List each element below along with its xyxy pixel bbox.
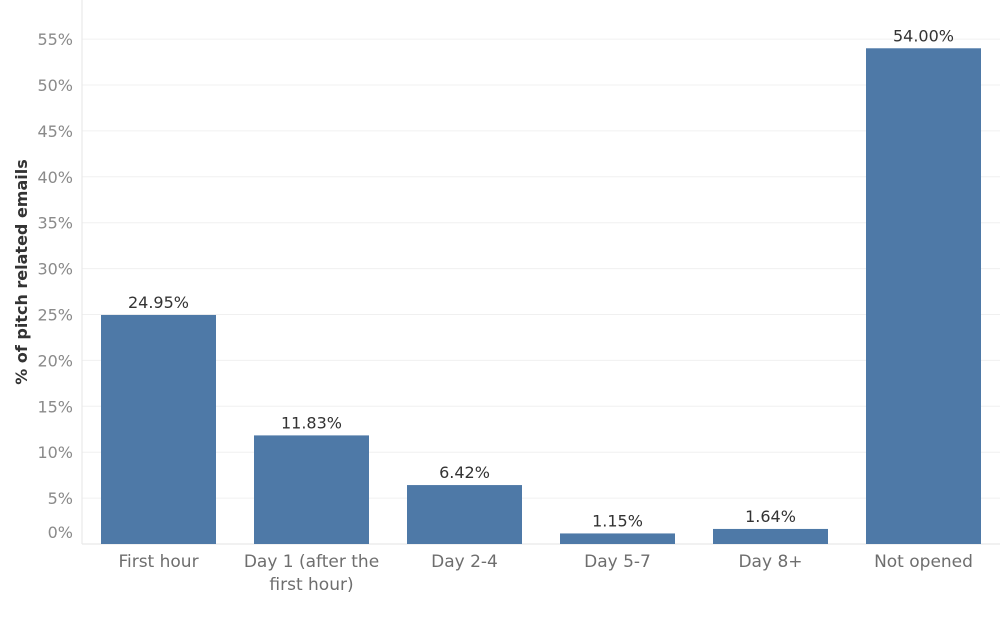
y-tick-label: 45% xyxy=(37,122,73,141)
x-category-label: Day 1 (after the first hour) xyxy=(244,552,379,595)
data-label: 11.83% xyxy=(281,413,342,432)
y-tick-label: 5% xyxy=(48,489,73,508)
bar xyxy=(713,528,828,544)
bar xyxy=(254,435,369,544)
y-axis: 0% 5% 10% 15% 20% 25% 30% 35% 40% 45% 50% 55% xyxy=(37,0,83,544)
bar xyxy=(101,314,216,544)
x-category-label: Day 8+ xyxy=(738,552,802,572)
bar xyxy=(560,533,675,544)
x-category-label: Day 5-7 xyxy=(584,552,651,572)
x-category-label: Day 2-4 xyxy=(431,552,498,572)
y-tick-label: 55% xyxy=(37,30,73,49)
data-label: 6.42% xyxy=(439,463,490,482)
y-tick-label: 35% xyxy=(37,214,73,233)
x-axis-labels: First hour Day 1 (after the first hour) Day… xyxy=(118,552,973,595)
bars xyxy=(101,48,981,544)
y-axis-title: % of pitch related emails xyxy=(12,159,31,385)
y-tick-label: 10% xyxy=(37,443,73,462)
data-label: 1.15% xyxy=(592,511,643,530)
data-labels: 24.95% 11.83% 6.42% 1.15% 1.64% 54.00% xyxy=(128,26,954,530)
data-label: 24.95% xyxy=(128,293,189,312)
data-label: 1.64% xyxy=(745,507,796,526)
data-label: 54.00% xyxy=(893,26,954,45)
y-tick-label: 50% xyxy=(37,76,73,95)
bar xyxy=(407,485,522,544)
x-category-label: First hour xyxy=(118,552,198,572)
bar xyxy=(866,48,981,544)
y-tick-label: 30% xyxy=(37,260,73,279)
y-tick-label: 25% xyxy=(37,306,73,325)
y-tick-label: 0% xyxy=(48,523,73,542)
y-tick-label: 40% xyxy=(37,168,73,187)
y-tick-label: 20% xyxy=(37,351,73,370)
y-tick-label: 15% xyxy=(37,397,73,416)
x-category-label: Not opened xyxy=(874,552,973,572)
gridlines xyxy=(82,38,1000,545)
